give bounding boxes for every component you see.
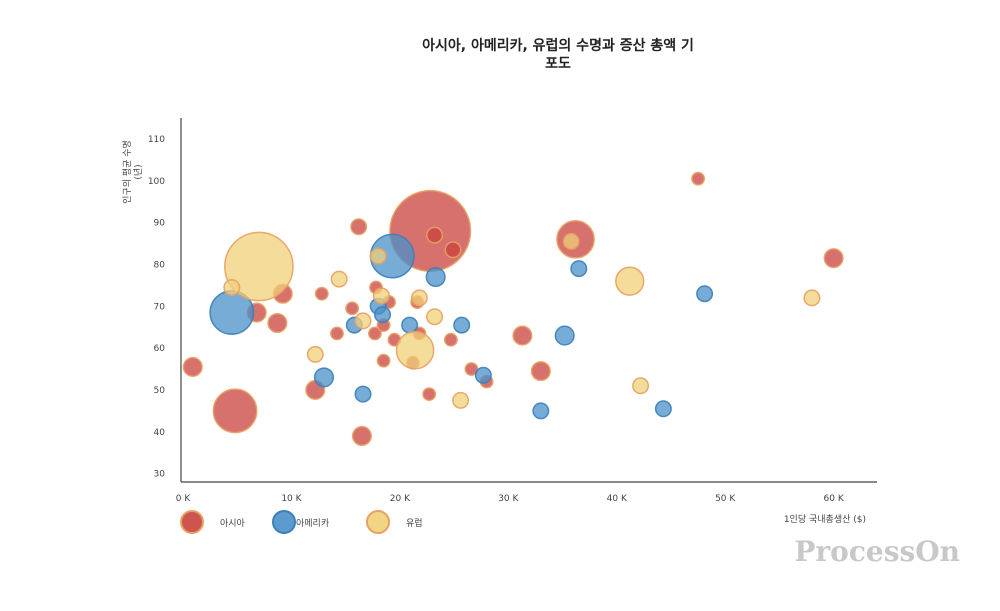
bubble-point[interactable]: [354, 385, 372, 403]
x-tick-label: 60 K: [824, 494, 845, 504]
x-tick-label: 10 K: [281, 494, 302, 504]
bubble-point[interactable]: [223, 278, 241, 296]
y-tick-label: 80: [154, 260, 166, 270]
y-axis-label-line2: (년): [133, 164, 144, 179]
legend-marker: [272, 510, 296, 534]
bubble-point[interactable]: [654, 400, 672, 418]
bubble-point[interactable]: [182, 356, 203, 377]
bubble-point[interactable]: [374, 306, 392, 324]
bubble-point[interactable]: [691, 171, 706, 186]
watermark: ProcessOn: [794, 535, 960, 568]
y-tick-label: 50: [154, 386, 166, 396]
legend: 아시아 아메리카 유럽: [180, 510, 423, 534]
chart-title-line1: 아시아, 아메리카, 유럽의 수명과 증산 총액 기: [422, 37, 694, 54]
y-tick-label: 30: [154, 470, 166, 480]
bubble-point[interactable]: [823, 248, 844, 269]
bubble-point[interactable]: [562, 232, 580, 250]
legend-marker: [366, 510, 390, 534]
bubble-point[interactable]: [632, 377, 650, 395]
chart-title-line2: 포도: [545, 56, 571, 72]
bubble-point[interactable]: [444, 241, 462, 259]
y-tick-label: 100: [148, 177, 165, 187]
bubble-point[interactable]: [372, 287, 390, 305]
bubble-point[interactable]: [512, 325, 533, 346]
bubble-point[interactable]: [554, 325, 575, 346]
legend-label: 아메리카: [296, 518, 329, 529]
bubble-point[interactable]: [224, 231, 294, 302]
bubble-point[interactable]: [530, 361, 551, 382]
bubble-point[interactable]: [376, 353, 391, 368]
bubble-point[interactable]: [425, 266, 446, 288]
y-ticks: 30 40 50 60 70 80 90 100 110: [148, 135, 165, 480]
y-tick-label: 70: [154, 302, 166, 312]
bubble-point[interactable]: [615, 266, 645, 296]
bubble-point[interactable]: [330, 326, 344, 341]
bubble-point[interactable]: [313, 367, 335, 388]
x-ticks: 0 K 10 K 20 K 30 K 40 K 50 K 60 K: [176, 494, 845, 504]
bubble-point[interactable]: [401, 316, 419, 334]
bubble-point[interactable]: [395, 330, 435, 370]
legend-marker: [180, 510, 204, 534]
bubble-point[interactable]: [532, 402, 550, 420]
y-tick-label: 90: [154, 219, 166, 229]
bubble-layer: [182, 171, 844, 447]
legend-label: 아시아: [220, 518, 246, 529]
y-axis-label: 인구의 평균 수명 (년): [122, 140, 144, 204]
x-axis-label: 1인당 국내총생산 ($): [784, 514, 866, 525]
bubble-point[interactable]: [354, 312, 372, 330]
x-tick-label: 50 K: [715, 494, 736, 504]
bubble-point[interactable]: [212, 388, 258, 434]
bubble-point[interactable]: [369, 247, 387, 265]
bubble-point[interactable]: [426, 226, 444, 244]
bubble-point[interactable]: [350, 218, 368, 236]
bubble-point[interactable]: [306, 345, 324, 363]
bubble-point[interactable]: [570, 260, 588, 278]
x-tick-label: 0 K: [176, 494, 192, 504]
bubble-point[interactable]: [422, 387, 437, 402]
y-tick-label: 110: [148, 135, 165, 145]
y-axis-label-line1: 인구의 평균 수명: [122, 140, 133, 204]
bubble-point[interactable]: [696, 285, 714, 303]
x-tick-label: 30 K: [498, 494, 519, 504]
bubble-point[interactable]: [351, 425, 372, 447]
y-tick-label: 40: [154, 428, 166, 438]
bubble-point[interactable]: [410, 289, 428, 307]
bubble-point[interactable]: [443, 332, 458, 347]
legend-label: 유럽: [406, 518, 423, 529]
bubble-point[interactable]: [345, 301, 360, 316]
bubble-point[interactable]: [367, 326, 382, 341]
x-tick-label: 40 K: [607, 494, 628, 504]
y-tick-label: 60: [154, 344, 166, 354]
bubble-point[interactable]: [267, 312, 288, 334]
bubble-point[interactable]: [330, 270, 348, 288]
bubble-point[interactable]: [314, 286, 329, 301]
bubble-point[interactable]: [803, 289, 821, 307]
bubble-point[interactable]: [452, 391, 470, 409]
bubble-point[interactable]: [474, 366, 492, 384]
x-tick-label: 20 K: [390, 494, 411, 504]
bubble-point[interactable]: [426, 308, 444, 326]
bubble-point[interactable]: [453, 316, 471, 334]
